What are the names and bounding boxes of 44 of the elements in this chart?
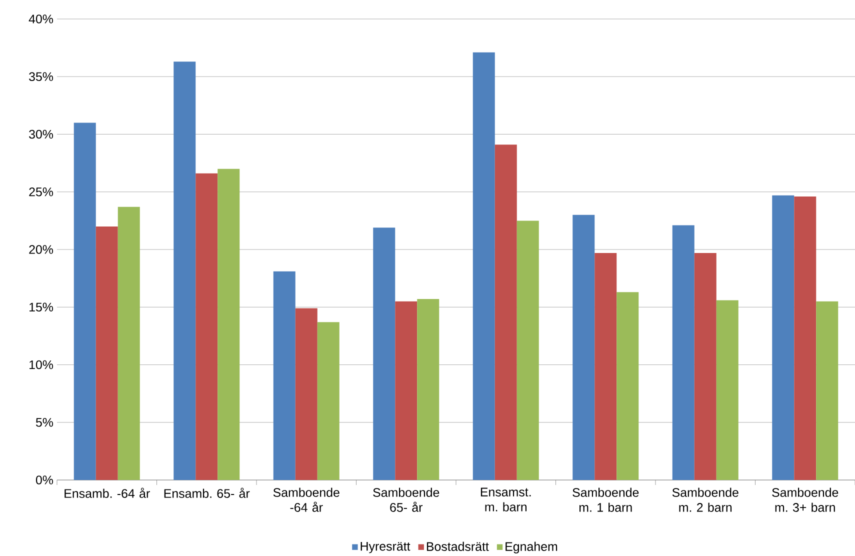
x-tick-label: Samboende -64 år (273, 488, 340, 512)
bar (196, 173, 218, 480)
bar (616, 292, 639, 480)
bar (672, 225, 694, 480)
bar (516, 220, 539, 480)
x-tick-label: Samboende m. 2 barn (672, 488, 738, 512)
bar (472, 52, 495, 480)
y-tick-label: 25% (29, 187, 54, 196)
bar (96, 226, 118, 480)
bar (417, 299, 440, 480)
y-tick-label: 40% (28, 14, 54, 24)
bar (794, 196, 816, 480)
bar (74, 122, 96, 480)
bar (373, 228, 396, 480)
x-tick-label: Samboende 65- år (373, 488, 440, 512)
x-tick-label: Ensamst. m. barn (480, 488, 531, 512)
bar (174, 62, 196, 480)
bar (716, 300, 738, 480)
y-tick-label: 20% (29, 245, 54, 254)
legend-label: Bostadsrätt (426, 542, 489, 551)
y-tick-label: 35% (29, 72, 54, 82)
bar (694, 252, 716, 480)
x-tick-label: Samboende m. 3+ barn (772, 488, 838, 512)
bar (594, 252, 617, 480)
x-tick-label: Ensamb. 65- år (164, 488, 250, 498)
bar (816, 301, 838, 480)
y-tick-label: 10% (30, 360, 54, 370)
bar (273, 271, 296, 480)
legend-label: Hyresrätt (360, 542, 410, 554)
bar (395, 301, 418, 480)
y-tick-label: 30% (29, 130, 54, 139)
y-tick-label: 0% (36, 476, 54, 484)
bar (218, 168, 240, 480)
bar (772, 195, 794, 480)
bar (572, 214, 595, 480)
bar (295, 308, 318, 480)
legend-label: Egnahem (506, 542, 558, 554)
y-tick-label: 5% (36, 418, 54, 427)
bar (494, 144, 517, 480)
bar (118, 206, 140, 480)
x-tick-label: Ensamb. -64 år (64, 488, 150, 498)
x-tick-label: Samboende m. 1 barn (572, 488, 639, 512)
bar (317, 322, 340, 480)
y-tick-label: 15% (30, 302, 54, 312)
